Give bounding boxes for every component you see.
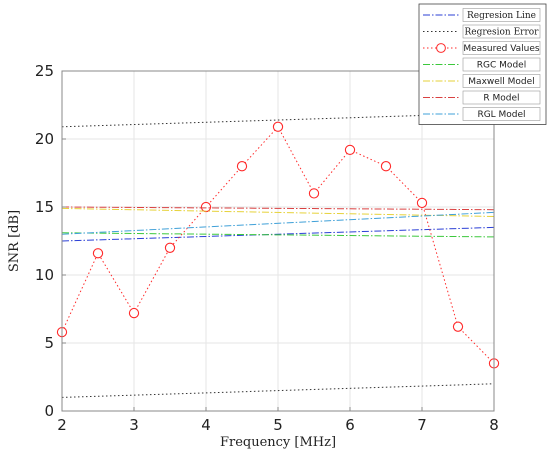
legend-label: RGL Model	[477, 110, 525, 120]
series-rgc-model	[61, 232, 495, 238]
legend-label-box	[462, 57, 541, 72]
legend: Regresion Line Regresion Error Measured Va…	[418, 3, 547, 125]
legend-label: Regresion Line	[467, 11, 536, 21]
y-tick-label: 15	[35, 198, 54, 216]
legend-label: Measured Values	[463, 44, 540, 54]
x-axis-label: Frequency [MHz]	[220, 435, 336, 450]
x-tick-label: 3	[129, 416, 139, 434]
data-point	[236, 161, 248, 172]
tick-labels: 2 3 4 5 6 7 8 0 5 10 15 20 25	[35, 62, 499, 434]
legend-label-box	[462, 41, 541, 55]
series-r-model	[61, 206, 495, 211]
y-tick-label: 25	[35, 62, 54, 80]
y-tick-label: 5	[44, 334, 54, 352]
data-point	[308, 188, 320, 199]
legend-label-box	[462, 24, 541, 39]
legend-label: Maxwell Model	[468, 77, 534, 87]
data-point	[200, 201, 212, 213]
legend-label: Regresion Error	[465, 28, 540, 38]
legend-entry: R Model	[423, 90, 541, 105]
series-line	[61, 211, 495, 235]
y-tick-label: 10	[35, 266, 54, 284]
series-regresion-error	[61, 383, 495, 398]
legend-label: R Model	[483, 94, 519, 104]
data-point	[380, 161, 392, 172]
data-point	[344, 144, 356, 156]
legend-marker	[436, 43, 446, 53]
x-tick-label: 2	[57, 416, 67, 434]
series-line	[61, 383, 495, 398]
legend-entry: Maxwell Model	[423, 74, 541, 88]
y-tick-label: 20	[35, 130, 54, 148]
legend-entry: Regresion Line	[423, 8, 541, 22]
legend-entry: RGC Model	[423, 57, 541, 72]
x-tick-label: 6	[345, 416, 355, 434]
legend-label-box	[462, 74, 541, 88]
x-tick-label: 4	[201, 416, 211, 434]
series-line	[61, 206, 495, 211]
legend-label-box	[462, 107, 541, 121]
data-point	[272, 121, 284, 132]
legend-label-box	[462, 8, 541, 22]
legend-entry: RGL Model	[423, 107, 541, 121]
data-point	[128, 307, 140, 319]
x-tick-label: 5	[273, 416, 283, 434]
series-line	[61, 226, 495, 242]
series-line	[61, 232, 495, 238]
y-axis-label: SNR [dB]	[7, 210, 22, 272]
series-rgl-model	[61, 211, 495, 235]
legend-label-box	[462, 90, 541, 105]
data-point	[452, 321, 464, 332]
x-tick-label: 8	[489, 416, 499, 434]
y-tick-label: 0	[44, 402, 54, 420]
data-point	[164, 242, 176, 253]
data-point	[416, 197, 428, 209]
legend-entry: Measured Values	[423, 41, 541, 55]
series-maxwell-model	[61, 207, 495, 217]
series-line	[61, 207, 495, 217]
x-tick-label: 7	[417, 416, 427, 434]
series-regresion-line	[61, 226, 495, 242]
legend-label: RGC Model	[477, 61, 526, 71]
data-point	[92, 248, 104, 259]
legend-entry: Regresion Error	[423, 24, 541, 39]
